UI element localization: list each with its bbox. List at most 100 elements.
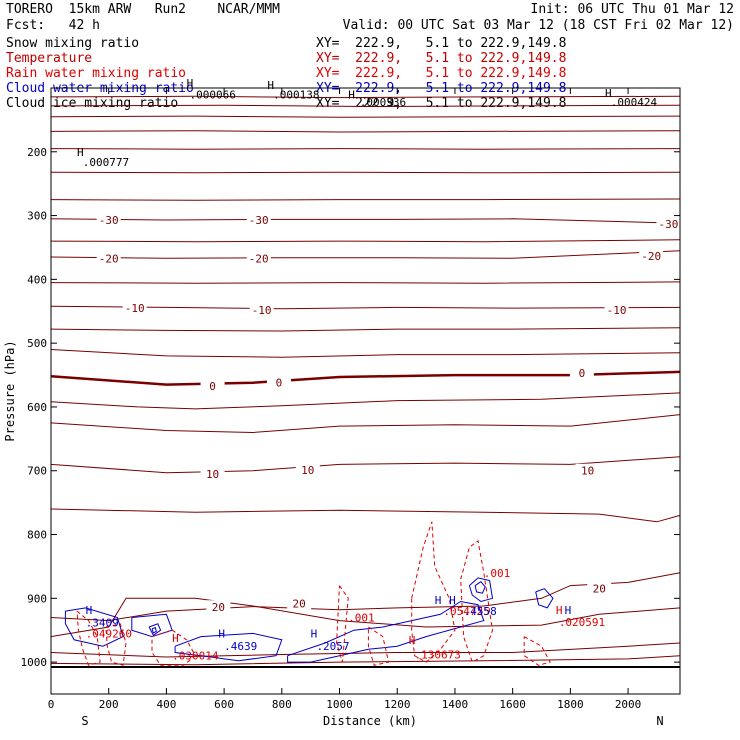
isotherm-label-3: -20: [99, 252, 119, 265]
isotherm-line-20: [50, 597, 681, 638]
isotherm-label-5: -20: [641, 250, 661, 263]
init-time: Init: 06 UTC Thu 01 Mar 12: [530, 2, 735, 17]
rain-contour-2: [151, 629, 196, 666]
isotherm-line-16: [50, 414, 681, 434]
rain-contour-4: [367, 626, 390, 666]
y-tick-label-1: 300: [27, 210, 47, 223]
isotherm-line-13: [50, 349, 681, 358]
isotherm-label-bg-14: [575, 463, 600, 477]
isotherm-line-1: [50, 104, 681, 108]
maximum-label-14: .030014: [172, 650, 219, 663]
maximum-label-25: .4558: [464, 605, 497, 618]
y-tick-label-2: 400: [27, 273, 47, 286]
maximum-label-22: H: [435, 594, 442, 607]
isotherm-line-0: [50, 95, 681, 99]
isotherm-label-bg-5: [639, 248, 664, 262]
isotherm-line-10: [50, 281, 681, 284]
maximum-label-5: .000336: [360, 96, 406, 109]
y-tick-label-8: 1000: [21, 656, 48, 669]
rain-contour-0: [76, 610, 101, 666]
cloud-water-contour-0: [64, 607, 124, 647]
isotherm-label-7: -10: [252, 304, 272, 317]
rain-contour-1: [105, 623, 127, 666]
rain-contour-3: [336, 585, 349, 663]
isotherm-label-bg-0: [96, 213, 121, 227]
maximum-label-11: .3409: [86, 617, 119, 630]
x-tick-label-8: 1600: [499, 698, 526, 711]
isotherm-label-8: -10: [607, 304, 627, 317]
isotherm-label-6: -10: [125, 302, 145, 315]
isotherm-label-bg-3: [96, 251, 121, 265]
valid-time: Valid: 00 UTC Sat 03 Mar 12 (18 CST Fri …: [342, 18, 734, 33]
isotherm-line-15: [50, 392, 681, 410]
isotherm-label-14: 10: [581, 465, 594, 478]
isotherm-line-3: [50, 130, 681, 133]
maximum-label-3: .000138: [273, 88, 319, 101]
isotherm-label-2: -30: [659, 218, 679, 231]
isotherm-line-4: [50, 148, 681, 150]
x-tick-label-2: 400: [156, 698, 176, 711]
isotherm-label-bg-8: [604, 302, 629, 316]
maximum-label-20: H: [409, 634, 416, 647]
y-tick-label-7: 900: [27, 592, 47, 605]
cloud-water-contour-3: [151, 627, 157, 634]
x-tick-label-3: 600: [214, 698, 234, 711]
rain-contour-5: [411, 521, 456, 663]
legend-range-rain: XY= 222.9, 5.1 to 222.9,149.8: [316, 66, 567, 81]
isotherm-line-22: [50, 655, 681, 666]
maximum-label-26: .001: [484, 567, 511, 580]
model-title: TORERO 15km ARW Run2 NCAR/MMM: [6, 2, 280, 17]
isotherm-line-8: [50, 239, 681, 243]
isotherm-label-12: 10: [206, 468, 219, 481]
cloud-water-contour-2: [148, 623, 162, 637]
maximum-label-24: H: [449, 594, 456, 607]
x-tick-label-7: 1400: [442, 698, 469, 711]
maximum-label-17: H: [311, 627, 318, 640]
axes-layer: 0 200 400 600 800 1000 1200 1400 1600 1800 2000200…: [21, 88, 680, 711]
legend-label-rain: Rain water mixing ratio: [6, 66, 187, 81]
cloud-water-contour-8: [535, 588, 554, 609]
isotherm-layer: [50, 95, 681, 666]
x-tick-label-4: 800: [272, 698, 292, 711]
isotherm-label-bg-12: [200, 466, 225, 480]
isotherm-line-7: [50, 218, 681, 224]
right-end-label: N: [656, 714, 663, 728]
maximum-label-23: .054725: [443, 605, 489, 618]
isotherm-line-12: [50, 327, 681, 332]
isotherm-label-bg-1: [246, 213, 271, 227]
maximum-label-9: .000777: [83, 156, 129, 169]
isotherm-label-bg-16: [287, 596, 312, 610]
cloud-water-layer: [64, 577, 554, 663]
forecast-hour: Fcst: 42 h: [6, 18, 100, 33]
maximum-label-7: .000424: [611, 96, 658, 109]
maximum-label-1: .000066: [189, 88, 235, 101]
isotherm-label-1: -30: [249, 214, 269, 227]
maximum-label-19: .001: [348, 611, 375, 624]
legend-label-temperature: Temperature: [6, 51, 93, 66]
maximum-label-12: .049260: [86, 627, 132, 640]
maximum-label-16: .4639: [224, 640, 257, 653]
isotherm-label-bg-15: [206, 600, 231, 614]
rain-layer: [76, 521, 551, 666]
plot-frame: [50, 87, 681, 695]
isotherm-line-18: [50, 508, 681, 523]
isotherm-label-bg-9: [200, 378, 225, 392]
isotherm-line-2: [50, 115, 681, 118]
isotherm-label-17: 20: [593, 583, 606, 596]
y-tick-label-4: 600: [27, 401, 47, 414]
x-tick-label-1: 200: [99, 698, 119, 711]
maximum-label-15: H: [218, 627, 225, 640]
x-tick-label-9: 1800: [557, 698, 584, 711]
x-tick-label-0: 0: [48, 698, 55, 711]
y-axis-label: Pressure (hPa): [3, 340, 17, 441]
maximum-label-8: H: [77, 146, 84, 159]
isotherm-line-17: [50, 456, 681, 474]
x-tick-label-10: 2000: [615, 698, 642, 711]
isotherm-label-10: 0: [276, 377, 283, 390]
isotherm-label-bg-10: [266, 375, 291, 389]
isotherm-line-9: [50, 250, 681, 259]
isotherm-label-16: 20: [293, 597, 306, 610]
rain-contour-6: [460, 540, 494, 663]
legend-range-cloud-ice: XY= 222.9, 5.1 to 222.9,149.8: [316, 96, 567, 111]
cloud-water-contour-4: [174, 632, 283, 662]
